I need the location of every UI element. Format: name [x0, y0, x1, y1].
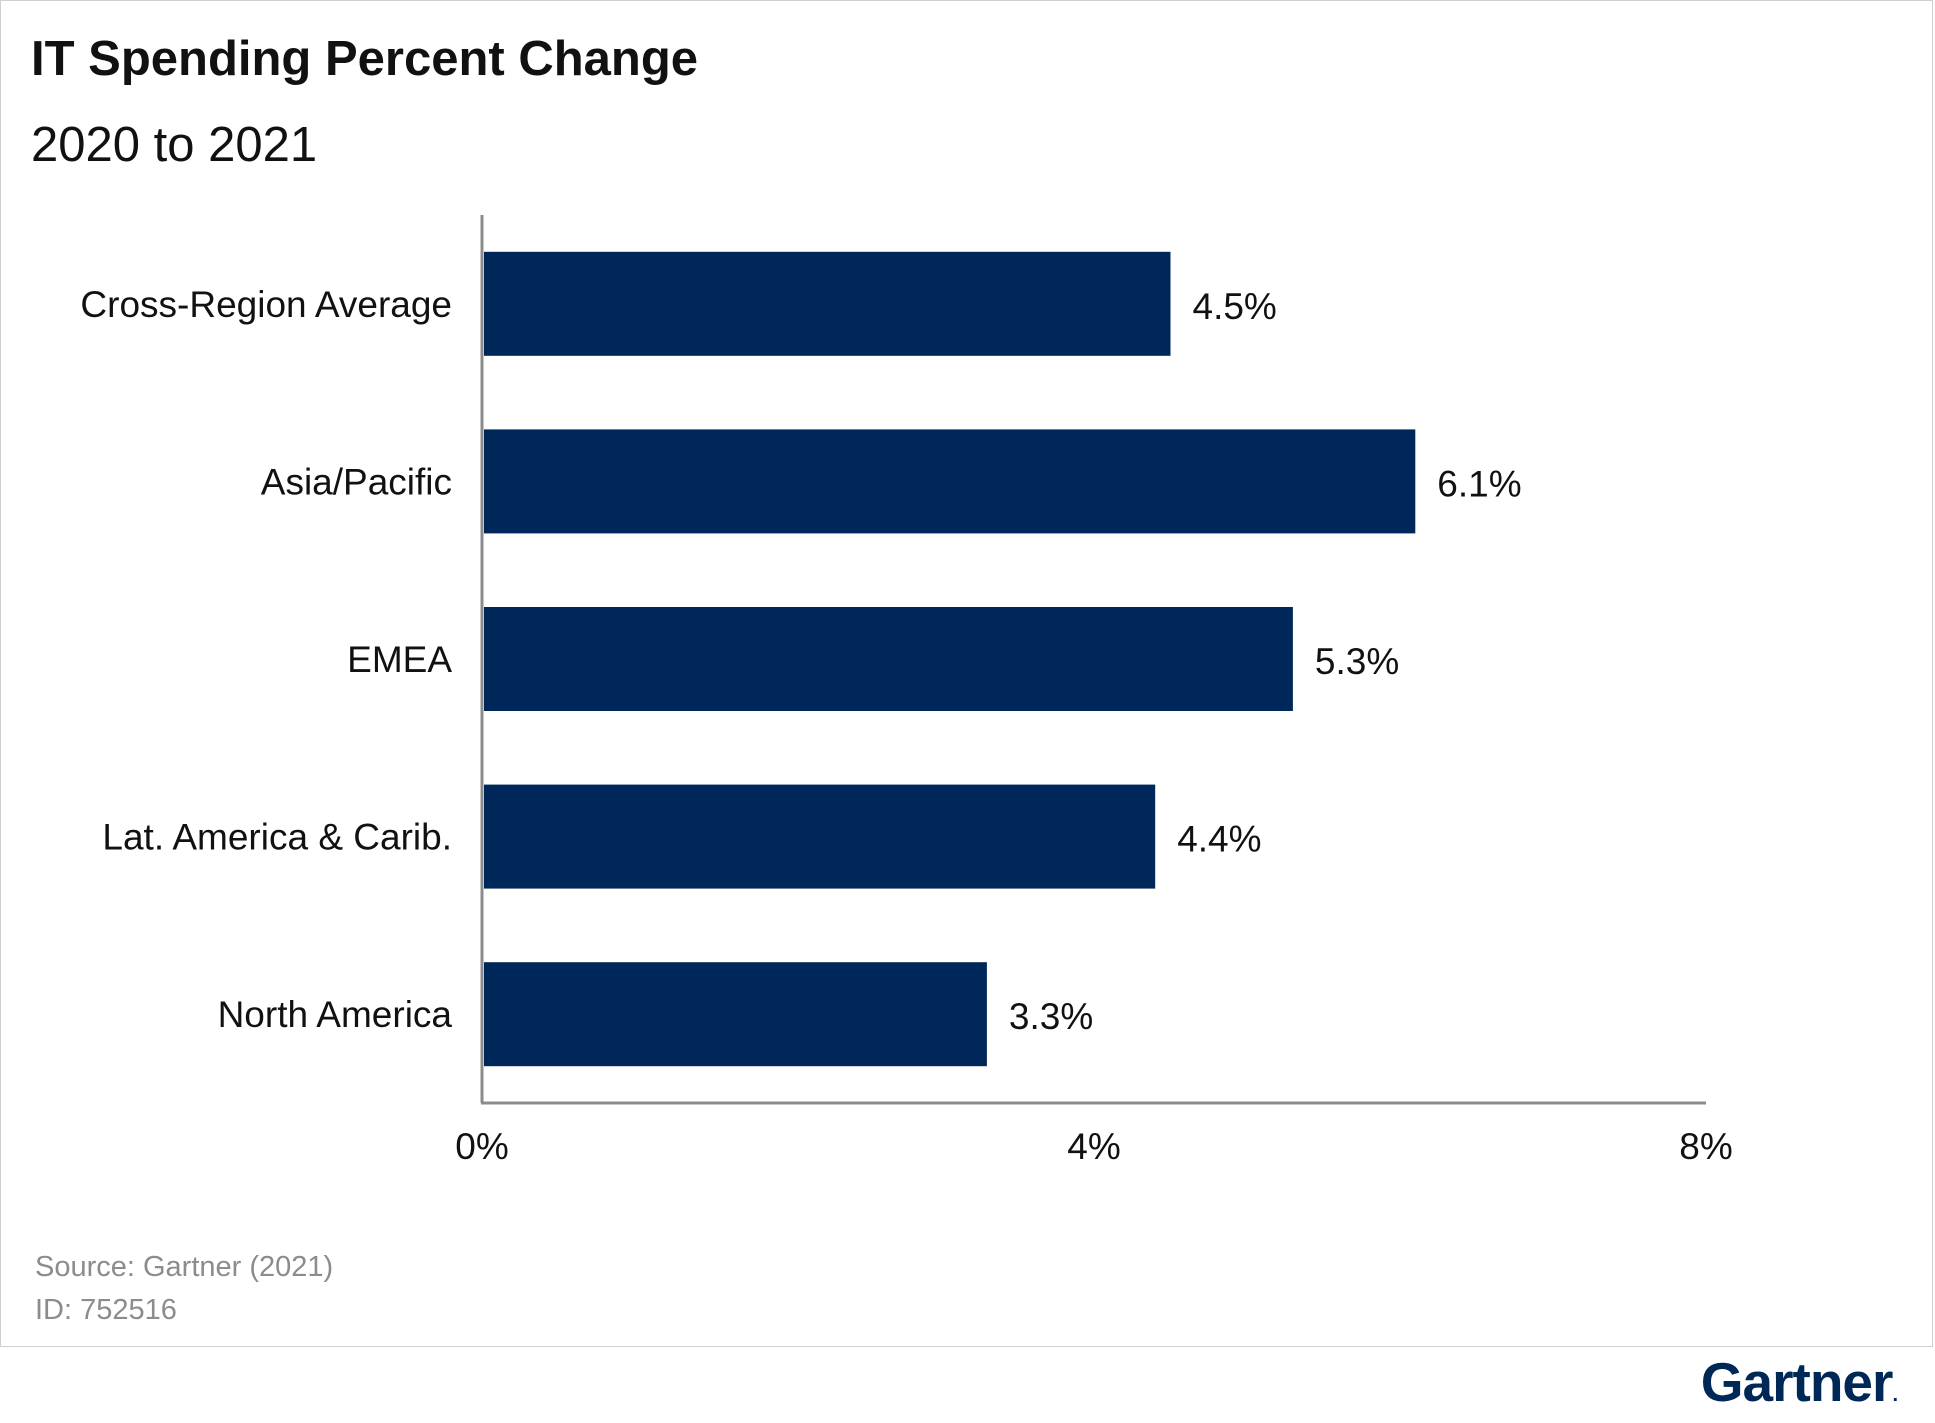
chart-subtitle: 2020 to 2021: [31, 118, 318, 172]
category-label: Lat. America & Carib.: [102, 817, 452, 858]
category-label: Cross-Region Average: [80, 284, 452, 325]
logo-text: Gartner: [1700, 1351, 1894, 1413]
bar: [484, 784, 1156, 889]
data-label: 3.3%: [1009, 996, 1093, 1037]
data-label: 6.1%: [1437, 463, 1521, 504]
category-label: EMEA: [347, 639, 452, 680]
x-tick-label: 4%: [1067, 1126, 1120, 1167]
category-label: North America: [218, 994, 453, 1035]
x-tick-label: 8%: [1679, 1126, 1732, 1167]
chart-card: IT Spending Percent Change 2020 to 2021 …: [0, 0, 1933, 1347]
data-label: 4.5%: [1193, 286, 1277, 327]
bar: [484, 429, 1416, 534]
logo-registered-mark: .: [1892, 1384, 1897, 1406]
category-label: Asia/Pacific: [261, 461, 452, 502]
chart-title: IT Spending Percent Change: [31, 32, 699, 86]
gartner-logo: Gartner.: [1700, 1350, 1898, 1414]
chart-id-note: ID: 752516: [35, 1294, 177, 1326]
data-label: 5.3%: [1315, 641, 1399, 682]
bar: [484, 607, 1293, 711]
bar: [484, 251, 1171, 356]
source-note: Source: Gartner (2021): [35, 1251, 334, 1283]
data-label: 4.4%: [1177, 819, 1261, 860]
bar: [484, 962, 987, 1067]
x-tick-label: 0%: [455, 1126, 508, 1167]
